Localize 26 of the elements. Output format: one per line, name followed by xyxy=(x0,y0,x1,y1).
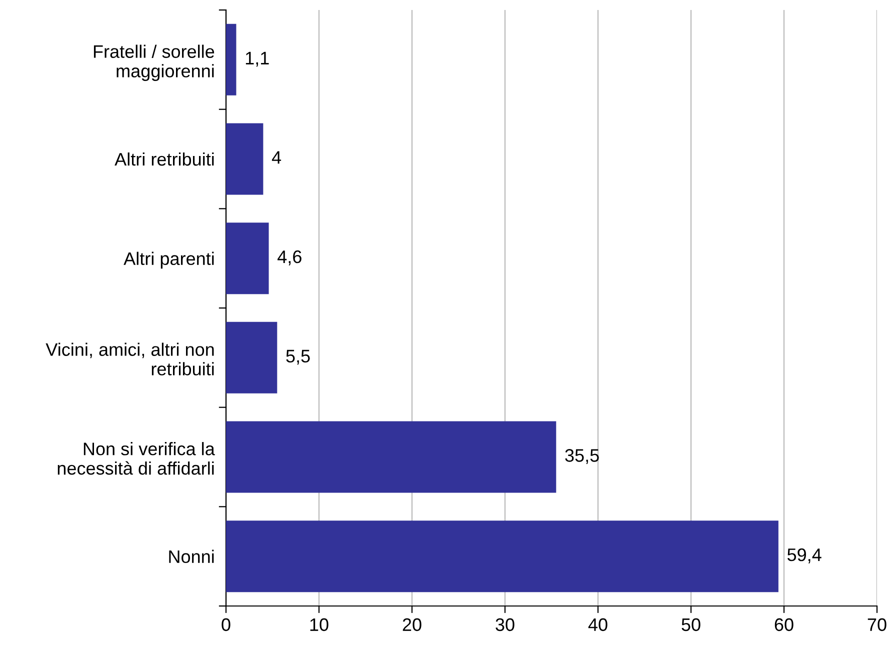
bar xyxy=(226,421,556,493)
bar xyxy=(226,222,269,294)
data-label: 4 xyxy=(272,151,282,164)
y-tick-label: Altri retribuiti xyxy=(114,152,214,166)
y-tick-label: Vicini, amici, altri non retribuiti xyxy=(46,342,214,376)
x-tick-label: 70 xyxy=(868,618,886,632)
bar xyxy=(226,24,236,96)
x-tick-label: 50 xyxy=(682,618,700,632)
data-label: 35,5 xyxy=(565,449,599,464)
data-label: 1,1 xyxy=(246,52,269,67)
data-label: 5,5 xyxy=(286,350,310,365)
bar xyxy=(226,123,264,195)
y-tick-label: Nonni xyxy=(169,550,214,564)
x-tick-label: 60 xyxy=(774,618,794,632)
y-tick-label: Fratelli / sorelle maggiorenni xyxy=(94,44,214,81)
data-label: 59,4 xyxy=(787,548,822,564)
bar xyxy=(226,322,278,394)
data-label: 4,6 xyxy=(278,250,302,266)
bar xyxy=(226,520,778,592)
x-tick-label: 10 xyxy=(310,618,328,632)
y-tick-label: Non si verifica la necessità di affidarli xyxy=(58,442,215,475)
x-tick-label: 20 xyxy=(402,618,422,632)
x-tick-label: 40 xyxy=(588,618,608,632)
y-tick-label: Altri parenti xyxy=(124,252,214,269)
x-tick-label: 0 xyxy=(222,618,230,632)
x-tick-label: 30 xyxy=(496,618,514,632)
